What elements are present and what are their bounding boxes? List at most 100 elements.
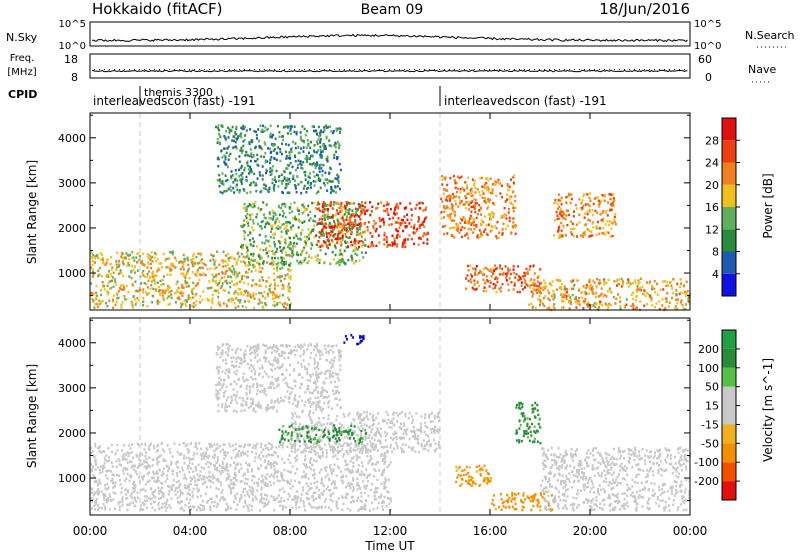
power-cell [143,264,146,267]
power-cell [501,232,504,235]
velocity-cell [160,442,163,445]
power-cell [534,306,537,310]
power-cell [277,256,280,260]
power-cell [574,300,577,304]
power-cell [494,286,497,289]
power-cell [348,202,351,205]
velocity-cell [240,494,243,497]
velocity-cell [306,498,309,501]
power-cell [668,305,670,308]
power-cell [556,217,559,221]
power-cell [423,217,426,221]
velocity-cell [361,507,364,510]
power-cell [401,245,404,248]
power-cell [316,133,318,136]
power-cell [576,235,579,238]
power-cell [319,209,321,212]
nave-dot [589,69,590,70]
power-cell [680,301,682,304]
power-cell [309,217,312,220]
power-cell [253,205,256,208]
power-cell [185,304,188,307]
velocity-cell [373,475,376,478]
power-cell [116,296,119,300]
velocity-cell [188,456,190,460]
velocity-cell [323,467,326,470]
power-cell [257,302,260,305]
power-cell [336,226,339,229]
power-cell [343,213,346,216]
power-cell [289,268,292,272]
power-cell [294,215,297,219]
velocity-cell [332,492,335,495]
power-cell [289,236,291,240]
power-cell [461,235,463,239]
power-cell [607,306,610,309]
power-cell [475,216,478,220]
velocity-cell [156,472,159,475]
power-cell [393,240,396,243]
power-cell [327,126,330,129]
velocity-cell [225,502,228,505]
power-cell [271,263,274,267]
power-cell [464,234,467,237]
velocity-cell [227,477,230,480]
power-cell [442,192,445,195]
velocity-cell [261,501,264,505]
velocity-cell [251,497,254,501]
power-cell [681,303,684,307]
power-cell [468,208,470,211]
power-cell [325,137,328,140]
velocity-cell [196,487,199,490]
power-cell [98,302,101,306]
power-cell [309,186,312,189]
velocity-cell [162,467,165,470]
velocity-cell [145,457,148,460]
power-cell [341,236,344,239]
power-cell [294,168,297,172]
power-cell [293,130,296,134]
velocity-cell [130,492,133,495]
velocity-cell [249,443,252,447]
velocity-cell [203,475,206,478]
power-cell [235,145,237,148]
velocity-cell [112,481,115,485]
power-cell [303,210,305,214]
velocity-cell [189,505,192,508]
power-cell [151,300,154,304]
power-cell [364,206,367,209]
power-cell [285,232,288,235]
power-cell [571,222,574,226]
power-cell [280,230,283,233]
velocity-cell [258,467,261,470]
power-cell [241,149,244,152]
power-cell [481,233,483,237]
velocity-cell [312,498,315,501]
power-cell [603,293,606,297]
date-title: 18/Jun/2016 [599,0,690,18]
power-cell [272,252,275,255]
velocity-cell [143,474,145,478]
power-cell [294,187,297,190]
power-cell [272,144,275,147]
power-cell [472,197,475,201]
power-cell [600,199,603,203]
power-cell [448,215,451,219]
velocity-cell [177,466,180,469]
power-cell [613,215,616,219]
power-cell [576,279,579,282]
velocity-cell [252,488,254,491]
nave-dot [584,69,585,70]
power-cell [488,269,491,272]
power-cell [238,255,241,258]
power-cell [561,234,564,237]
velocity-cell [124,479,127,482]
power-cell [113,294,116,297]
power-cell [560,229,563,232]
power-cell [661,280,664,283]
power-cell [243,281,246,285]
power-cell [235,127,238,131]
velocity-cell [158,497,160,501]
power-cell [375,222,377,225]
power-cell [256,163,259,167]
